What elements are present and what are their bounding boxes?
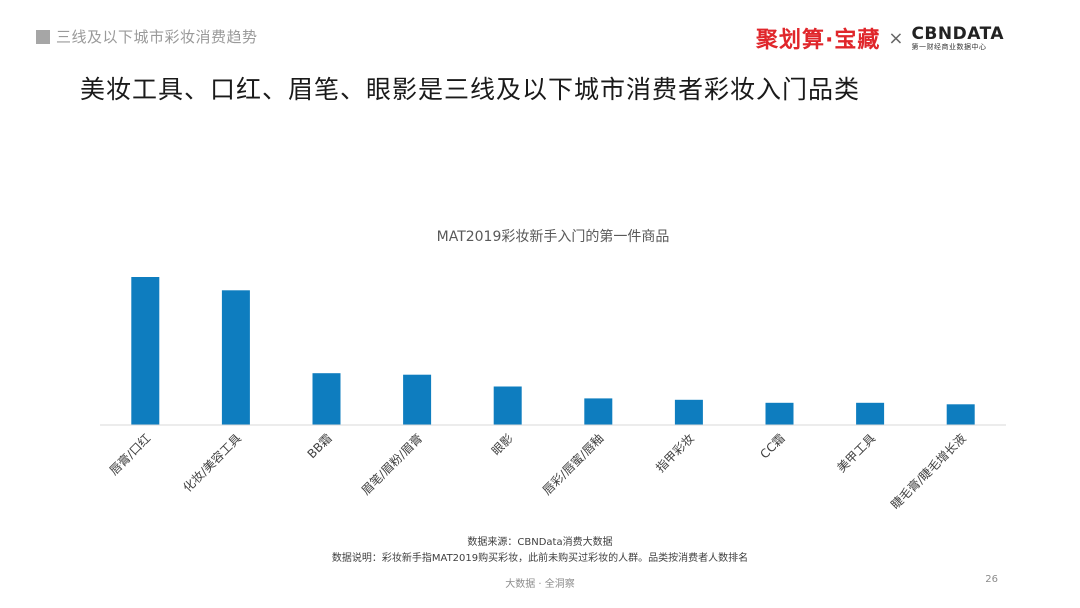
page-headline: 美妆工具、口红、眉笔、眼影是三线及以下城市消费者彩妆入门品类: [80, 75, 861, 104]
section-square-icon: [36, 29, 50, 44]
x-tick-label-5: 唇彩/唇蜜/唇釉: [539, 431, 606, 498]
chart-title: MAT2019彩妆新手入门的第一件商品: [437, 228, 670, 245]
x-tick-label-3: 眉笔/眉粉/眉膏: [358, 431, 425, 498]
x-tick-label-4: 眼影: [489, 431, 516, 458]
x-tick-label-1: 化妆/美容工具: [180, 431, 244, 495]
data-explanation: 数据说明：彩妆新手指MAT2019购买彩妆，此前未购买过彩妆的人群。品类按消费者…: [331, 553, 749, 564]
cbndata-logo: CBNDATA 第一财经商业数据中心: [911, 25, 1004, 52]
bar-2: [312, 373, 341, 425]
x-tick-label-8: 美甲工具: [834, 431, 878, 475]
cbndata-logo-subtext: 第一财经商业数据中心: [911, 42, 987, 51]
section-tag: 三线及以下城市彩妆消费趋势: [36, 26, 258, 47]
bar-1: [221, 290, 250, 425]
brand-separator: ×: [888, 27, 904, 49]
bar-9: [946, 404, 975, 425]
cbndata-logo-text: CBNDATA: [911, 23, 1004, 44]
juhuasuan-logo: 聚划算·宝藏: [756, 28, 881, 53]
bar-5: [584, 398, 613, 425]
data-source: 数据来源：CBNData消费大数据: [467, 537, 613, 548]
x-tick-labels: 唇膏/口红 化妆/美容工具 BB霜 眉笔/眉粉/眉膏 眼影 唇彩/唇蜜/唇釉 指甲彩妆 CC霜…: [106, 431, 969, 512]
bar-0: [131, 277, 160, 425]
x-tick-label-2: BB霜: [305, 431, 335, 461]
x-tick-label-6: 指甲彩妆: [652, 431, 697, 476]
bar-7: [765, 402, 794, 425]
bar-group: [131, 277, 975, 425]
section-label: 三线及以下城市彩妆消费趋势: [56, 28, 258, 46]
bar-4: [493, 386, 522, 425]
x-tick-label-7: CC霜: [757, 431, 787, 461]
bar-6: [674, 399, 703, 425]
page-number: 26: [985, 574, 998, 585]
x-tick-label-9: 睫毛膏/睫毛增长液: [887, 431, 968, 512]
bar-3: [403, 374, 432, 425]
bar-8: [856, 402, 885, 425]
x-tick-label-0: 唇膏/口红: [106, 431, 153, 478]
footer-tagline: 大数据 · 全洞察: [505, 579, 575, 590]
brand-logos: 聚划算·宝藏 × CBNDATA 第一财经商业数据中心: [756, 22, 1004, 54]
